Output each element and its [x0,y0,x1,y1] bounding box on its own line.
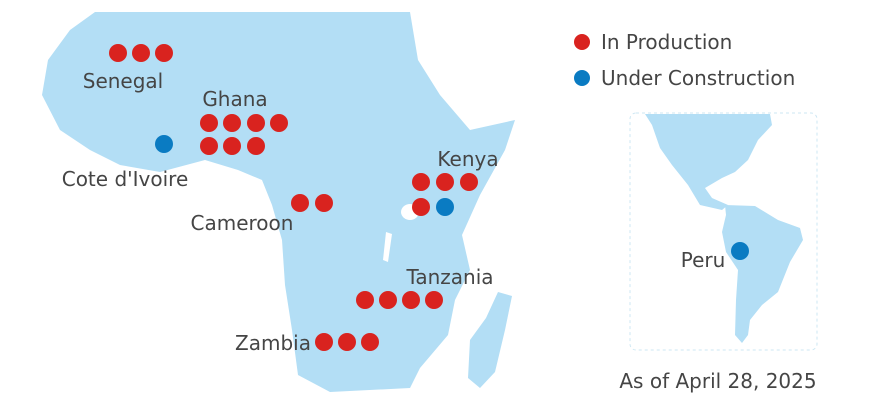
site-markers [109,44,749,351]
site-marker-in-production [425,291,443,309]
label-senegal: Senegal [83,69,164,93]
label-zambia: Zambia [235,331,311,355]
site-marker-in-production [361,333,379,351]
site-marker-under-construction [436,198,454,216]
site-marker-in-production [109,44,127,62]
site-marker-in-production [356,291,374,309]
south-america-landmass [722,205,803,343]
site-marker-in-production [247,137,265,155]
site-marker-under-construction [731,242,749,260]
legend-under-construction-label: Under Construction [601,66,795,90]
label-cote-divoire: Cote d'Ivoire [62,167,189,191]
label-ghana: Ghana [202,87,267,111]
site-marker-in-production [247,114,265,132]
north-america-landmass [645,114,772,210]
site-marker-in-production [402,291,420,309]
label-tanzania: Tanzania [405,265,493,289]
site-marker-in-production [200,114,218,132]
site-marker-in-production [436,173,454,191]
site-marker-in-production [315,194,333,212]
madagascar-landmass [468,292,512,388]
legend: In Production Under Construction [574,30,795,90]
date-note: As of April 28, 2025 [619,369,816,393]
site-marker-in-production [291,194,309,212]
label-kenya: Kenya [437,147,498,171]
americas-inset: Peru [629,112,818,351]
site-marker-in-production [460,173,478,191]
label-peru: Peru [681,248,726,272]
site-marker-in-production [270,114,288,132]
site-marker-in-production [132,44,150,62]
inset-frame [629,112,818,351]
legend-in-production-marker [574,34,590,50]
site-marker-in-production [338,333,356,351]
legend-in-production-label: In Production [601,30,732,54]
site-marker-in-production [379,291,397,309]
site-marker-in-production [223,137,241,155]
legend-under-construction-marker [574,70,590,86]
site-marker-in-production [200,137,218,155]
africa-landmass [42,12,515,392]
site-marker-in-production [315,333,333,351]
site-marker-in-production [155,44,173,62]
site-marker-in-production [412,173,430,191]
lake-tanganyika [383,232,392,262]
site-marker-in-production [223,114,241,132]
site-marker-in-production [412,198,430,216]
site-marker-under-construction [155,135,173,153]
label-cameroon: Cameroon [191,211,294,235]
